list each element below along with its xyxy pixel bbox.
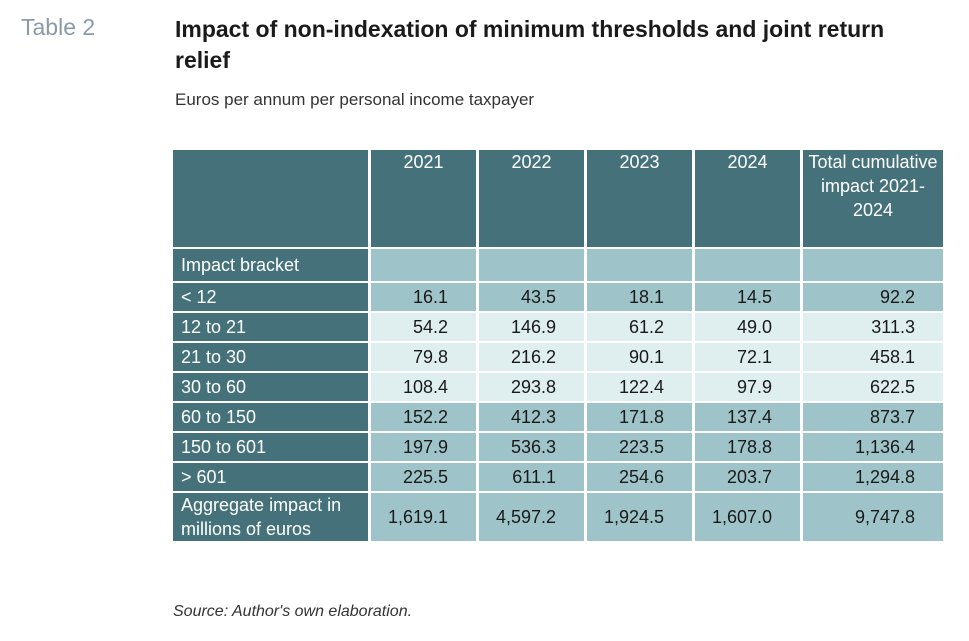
table-row: > 601 225.5 611.1 254.6 203.7 1,294.8: [173, 463, 943, 491]
cell-value: 412.3: [479, 403, 584, 431]
section-fill: [587, 249, 692, 281]
cell-value: 146.9: [479, 313, 584, 341]
column-header-2022: 2022: [479, 150, 584, 247]
cell-value: 72.1: [695, 343, 800, 371]
table-row: 12 to 21 54.2 146.9 61.2 49.0 311.3: [173, 313, 943, 341]
column-header-2023: 2023: [587, 150, 692, 247]
row-label: > 601: [173, 463, 368, 491]
table-row: 150 to 601 197.9 536.3 223.5 178.8 1,136…: [173, 433, 943, 461]
impact-table: 2021 2022 2023 2024 Total cumulative imp…: [170, 148, 946, 543]
cell-value: 171.8: [587, 403, 692, 431]
table-row: < 12 16.1 43.5 18.1 14.5 92.2: [173, 283, 943, 311]
cell-value: 216.2: [479, 343, 584, 371]
cell-total: 92.2: [803, 283, 943, 311]
row-label: 21 to 30: [173, 343, 368, 371]
section-label: Impact bracket: [173, 249, 368, 281]
cell-value: 54.2: [371, 313, 476, 341]
header-row: 2021 2022 2023 2024 Total cumulative imp…: [173, 150, 943, 247]
header-corner: [173, 150, 368, 247]
aggregate-value: 1,924.5: [587, 493, 692, 541]
cell-total: 458.1: [803, 343, 943, 371]
cell-value: 254.6: [587, 463, 692, 491]
source-note: Source: Author's own elaboration.: [173, 603, 413, 620]
cell-total: 1,136.4: [803, 433, 943, 461]
aggregate-value: 1,607.0: [695, 493, 800, 541]
table-number: Table 2: [21, 14, 96, 40]
section-fill: [803, 249, 943, 281]
cell-total: 311.3: [803, 313, 943, 341]
row-label: 30 to 60: [173, 373, 368, 401]
table-row: 60 to 150 152.2 412.3 171.8 137.4 873.7: [173, 403, 943, 431]
aggregate-label: Aggregate impact in millions of euros: [173, 493, 368, 541]
aggregate-row: Aggregate impact in millions of euros 1,…: [173, 493, 943, 541]
cell-value: 108.4: [371, 373, 476, 401]
row-label: 150 to 601: [173, 433, 368, 461]
section-fill: [695, 249, 800, 281]
column-header-total: Total cumulative impact 2021-2024: [803, 150, 943, 247]
table-subtitle: Euros per annum per personal income taxp…: [175, 90, 535, 109]
cell-value: 79.8: [371, 343, 476, 371]
aggregate-total: 9,747.8: [803, 493, 943, 541]
cell-value: 61.2: [587, 313, 692, 341]
cell-value: 203.7: [695, 463, 800, 491]
row-label: < 12: [173, 283, 368, 311]
cell-value: 611.1: [479, 463, 584, 491]
cell-value: 223.5: [587, 433, 692, 461]
cell-value: 14.5: [695, 283, 800, 311]
section-row: Impact bracket: [173, 249, 943, 281]
cell-value: 178.8: [695, 433, 800, 461]
cell-total: 622.5: [803, 373, 943, 401]
cell-value: 97.9: [695, 373, 800, 401]
cell-value: 49.0: [695, 313, 800, 341]
cell-value: 137.4: [695, 403, 800, 431]
cell-total: 1,294.8: [803, 463, 943, 491]
cell-value: 43.5: [479, 283, 584, 311]
cell-value: 16.1: [371, 283, 476, 311]
cell-total: 873.7: [803, 403, 943, 431]
cell-value: 122.4: [587, 373, 692, 401]
row-label: 12 to 21: [173, 313, 368, 341]
cell-value: 536.3: [479, 433, 584, 461]
cell-value: 293.8: [479, 373, 584, 401]
column-header-2021: 2021: [371, 150, 476, 247]
row-label: 60 to 150: [173, 403, 368, 431]
table-row: 30 to 60 108.4 293.8 122.4 97.9 622.5: [173, 373, 943, 401]
aggregate-value: 1,619.1: [371, 493, 476, 541]
table-row: 21 to 30 79.8 216.2 90.1 72.1 458.1: [173, 343, 943, 371]
column-header-2024: 2024: [695, 150, 800, 247]
cell-value: 18.1: [587, 283, 692, 311]
section-fill: [371, 249, 476, 281]
section-fill: [479, 249, 584, 281]
aggregate-value: 4,597.2: [479, 493, 584, 541]
cell-value: 225.5: [371, 463, 476, 491]
table-title: Impact of non-indexation of minimum thre…: [175, 16, 885, 73]
cell-value: 152.2: [371, 403, 476, 431]
cell-value: 197.9: [371, 433, 476, 461]
cell-value: 90.1: [587, 343, 692, 371]
